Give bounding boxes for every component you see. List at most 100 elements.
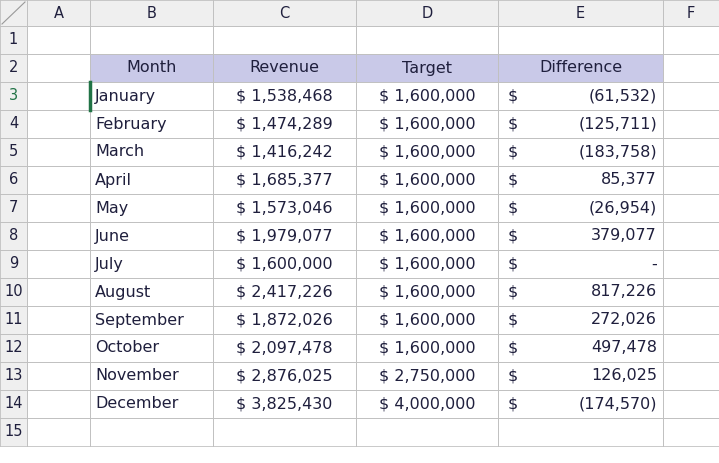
Text: $ 1,600,000: $ 1,600,000 bbox=[236, 257, 333, 271]
Bar bbox=[27, 0, 90, 26]
Text: B: B bbox=[147, 6, 157, 20]
Bar bbox=[356, 390, 498, 418]
Bar bbox=[0, 222, 27, 250]
Bar bbox=[498, 54, 663, 82]
Bar bbox=[90, 82, 213, 110]
Text: $ 1,474,289: $ 1,474,289 bbox=[236, 117, 333, 131]
Bar bbox=[90, 278, 213, 306]
Text: (125,711): (125,711) bbox=[578, 117, 657, 131]
Bar bbox=[27, 390, 90, 418]
Bar bbox=[0, 278, 27, 306]
Text: D: D bbox=[421, 6, 433, 20]
Bar bbox=[90, 390, 213, 418]
Text: $: $ bbox=[508, 173, 518, 188]
Text: $: $ bbox=[508, 257, 518, 271]
Text: September: September bbox=[95, 313, 184, 327]
Text: F: F bbox=[687, 6, 695, 20]
Text: 1: 1 bbox=[9, 32, 18, 48]
Text: January: January bbox=[95, 88, 156, 104]
Text: 15: 15 bbox=[4, 425, 23, 439]
Text: (174,570): (174,570) bbox=[579, 396, 657, 412]
Text: 7: 7 bbox=[9, 200, 18, 215]
Bar bbox=[0, 418, 27, 446]
Bar bbox=[663, 138, 719, 166]
Bar bbox=[663, 0, 719, 26]
Text: $: $ bbox=[508, 200, 518, 215]
Bar bbox=[213, 54, 356, 82]
Bar bbox=[356, 306, 498, 334]
Text: $: $ bbox=[508, 369, 518, 383]
Bar bbox=[90, 418, 213, 446]
Text: 13: 13 bbox=[4, 369, 23, 383]
Bar bbox=[0, 306, 27, 334]
Bar bbox=[90, 222, 213, 250]
Bar bbox=[498, 334, 663, 362]
Bar bbox=[27, 82, 90, 110]
Text: Revenue: Revenue bbox=[249, 61, 319, 75]
Bar bbox=[663, 222, 719, 250]
Bar bbox=[498, 362, 663, 390]
Bar bbox=[356, 278, 498, 306]
Bar bbox=[356, 82, 498, 110]
Bar bbox=[356, 26, 498, 54]
Bar bbox=[90, 138, 213, 166]
Bar bbox=[27, 54, 90, 82]
Text: February: February bbox=[95, 117, 167, 131]
Bar bbox=[663, 110, 719, 138]
Text: 6: 6 bbox=[9, 173, 18, 188]
Bar bbox=[27, 222, 90, 250]
Bar bbox=[90, 334, 213, 362]
Bar bbox=[213, 194, 356, 222]
Text: 379,077: 379,077 bbox=[591, 229, 657, 244]
Text: (26,954): (26,954) bbox=[589, 200, 657, 215]
Bar bbox=[498, 278, 663, 306]
Bar bbox=[0, 250, 27, 278]
Bar bbox=[356, 166, 498, 194]
Text: 817,226: 817,226 bbox=[591, 284, 657, 300]
Text: $ 2,417,226: $ 2,417,226 bbox=[236, 284, 333, 300]
Bar bbox=[663, 278, 719, 306]
Text: $ 1,600,000: $ 1,600,000 bbox=[379, 144, 475, 159]
Bar bbox=[663, 54, 719, 82]
Bar bbox=[0, 362, 27, 390]
Text: $ 1,573,046: $ 1,573,046 bbox=[237, 200, 333, 215]
Text: $: $ bbox=[508, 88, 518, 104]
Text: 2: 2 bbox=[9, 61, 18, 75]
Text: October: October bbox=[95, 340, 159, 356]
Text: $: $ bbox=[508, 229, 518, 244]
Bar bbox=[213, 82, 356, 110]
Bar bbox=[27, 306, 90, 334]
Text: E: E bbox=[576, 6, 585, 20]
Bar bbox=[90, 362, 213, 390]
Text: $ 1,600,000: $ 1,600,000 bbox=[379, 200, 475, 215]
Bar bbox=[90, 26, 213, 54]
Text: 8: 8 bbox=[9, 229, 18, 244]
Bar bbox=[213, 250, 356, 278]
Text: $ 1,416,242: $ 1,416,242 bbox=[236, 144, 333, 159]
Bar bbox=[498, 194, 663, 222]
Bar bbox=[213, 418, 356, 446]
Text: $ 1,600,000: $ 1,600,000 bbox=[379, 257, 475, 271]
Bar bbox=[90, 166, 213, 194]
Text: August: August bbox=[95, 284, 151, 300]
Bar bbox=[356, 0, 498, 26]
Text: 3: 3 bbox=[9, 88, 18, 104]
Bar bbox=[356, 250, 498, 278]
Bar bbox=[356, 54, 498, 82]
Bar bbox=[663, 166, 719, 194]
Text: $ 1,600,000: $ 1,600,000 bbox=[379, 173, 475, 188]
Bar bbox=[498, 166, 663, 194]
Bar bbox=[27, 250, 90, 278]
Bar bbox=[90, 110, 213, 138]
Text: $ 1,600,000: $ 1,600,000 bbox=[379, 117, 475, 131]
Bar bbox=[213, 222, 356, 250]
Text: Target: Target bbox=[402, 61, 452, 75]
Text: $: $ bbox=[508, 313, 518, 327]
Bar bbox=[663, 334, 719, 362]
Bar bbox=[498, 222, 663, 250]
Text: C: C bbox=[280, 6, 290, 20]
Text: 11: 11 bbox=[4, 313, 23, 327]
Bar bbox=[356, 334, 498, 362]
Bar bbox=[90, 54, 213, 82]
Bar bbox=[213, 166, 356, 194]
